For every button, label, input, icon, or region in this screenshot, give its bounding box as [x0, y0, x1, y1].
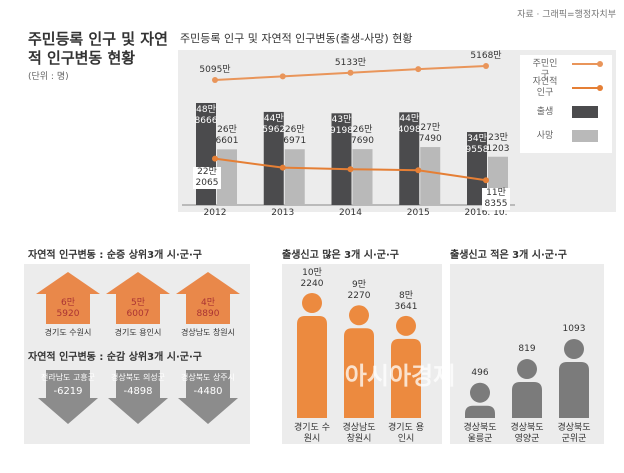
line-marker: [483, 177, 489, 184]
data-label: 48만 8666: [194, 105, 218, 126]
arrow: [106, 272, 170, 324]
data-label: 9만 2270: [347, 280, 371, 302]
legend-swatch: [597, 61, 603, 67]
category-label: 경상북도 군위군: [557, 423, 591, 444]
category-label: 경기도 용인시: [114, 328, 162, 337]
data-label: 44만 4098: [397, 114, 421, 136]
unit: (단위 : 명): [28, 72, 69, 82]
main-title: 주민등록 인구 및 자연적 인구변동 현황: [28, 30, 168, 67]
x-tick-label: 2014: [339, 208, 362, 218]
bar: [284, 149, 305, 205]
data-label: 1093: [562, 324, 586, 334]
data-label: 11만 8355: [482, 188, 510, 211]
category-label: 경기도 수원시: [294, 423, 330, 444]
bar: [331, 113, 352, 205]
line-marker: [415, 66, 422, 73]
data-label: 819: [518, 344, 536, 355]
legend-label: 주민인구: [532, 59, 558, 80]
line-marker: [483, 63, 489, 69]
bar: [399, 112, 420, 205]
data-label: 26만 7690: [351, 125, 374, 147]
chart-title: 자연적 인구변동 : 순감 상위3개 시·군·구: [28, 352, 202, 363]
legend-label: 사망: [536, 131, 554, 141]
data-label: 44만 5962: [262, 113, 286, 135]
x-tick-label: 2012: [203, 208, 227, 218]
category-label: 경기도 수원시: [44, 328, 92, 337]
data-label: 5168만: [470, 51, 502, 61]
arrow: [176, 272, 240, 324]
data-label: 4만 8890: [196, 298, 220, 319]
x-tick-label: 2015: [406, 208, 430, 218]
data-label: 23만 1203: [486, 132, 510, 154]
data-label: 22만 2065: [193, 166, 221, 189]
bar: [467, 132, 487, 205]
category-label: 전라남도 고흥군: [40, 373, 96, 382]
chart-title: 출생신고 많은 3개 시·군·구: [282, 250, 399, 261]
pictogram-figure: [344, 305, 374, 418]
line-marker: [347, 166, 354, 173]
legend-label: 출생: [536, 107, 554, 117]
arrow: [38, 370, 98, 424]
data-label: -6219: [53, 386, 83, 397]
data-label: 6만 5920: [56, 298, 80, 319]
data-label: -4898: [123, 386, 153, 397]
arrow: [178, 370, 238, 424]
data-label: 26만 6601: [215, 125, 239, 147]
bar: [352, 149, 373, 205]
legend-label: 자연적 인구: [532, 77, 558, 98]
legend-swatch: [572, 130, 598, 142]
chart-title: 자연적 인구변동 : 순증 상위3개 시·군·구: [28, 250, 202, 261]
arrow: [108, 370, 168, 424]
category-label: 경상남도 창원시: [180, 328, 236, 337]
category-label: 경상남도 창원시: [342, 423, 376, 444]
data-label: 34만 9558: [465, 134, 489, 156]
line-marker: [279, 164, 286, 171]
watermark: 아시아경제: [344, 362, 456, 390]
bar: [263, 111, 284, 205]
x-tick-label: 2013: [271, 208, 295, 218]
category-label: 경기도 용인시: [388, 423, 424, 444]
data-label: 8만 3641: [394, 290, 418, 312]
line-marker: [347, 69, 354, 76]
chart-title: 주민등록 인구 및 자연적 인구변동(출생-사망) 현황: [180, 32, 413, 45]
x-tick-label: 2016. 10.: [464, 208, 508, 218]
pictogram-figure: [512, 359, 542, 418]
data-label: -4480: [193, 386, 223, 397]
data-label: 43만 9198: [330, 115, 353, 137]
category-label: 경상북도 영양군: [510, 423, 544, 444]
pictogram-figure: [559, 339, 589, 418]
data-label: 5만 6007: [126, 298, 150, 319]
line-marker: [212, 77, 218, 83]
bar: [420, 147, 441, 205]
category-label: 경상북도 상주시: [180, 373, 236, 382]
category-label: 경상북도 울릉군: [463, 423, 497, 444]
line-marker: [212, 155, 218, 162]
category-label: 경상북도 의성군: [110, 373, 166, 382]
data-label: 496: [471, 367, 489, 378]
source: 자료 · 그래픽=행정자치부: [517, 10, 616, 20]
line-marker: [279, 73, 286, 80]
data-label: 26만 6971: [283, 125, 307, 147]
line-marker: [415, 167, 422, 174]
pictogram-figure: [297, 293, 327, 418]
arrow: [36, 272, 100, 324]
data-label: 27만 7490: [418, 123, 442, 145]
pictogram-figure: [391, 315, 421, 418]
bar: [217, 149, 237, 205]
pictogram-figure: [465, 382, 495, 418]
data-label: 5095만: [199, 65, 231, 75]
chart-title: 출생신고 적은 3개 시·군·구: [450, 250, 567, 261]
data-label: 10만 2240: [300, 268, 324, 289]
data-label: 5133만: [334, 57, 367, 68]
legend-swatch: [597, 85, 603, 91]
legend-swatch: [572, 106, 598, 118]
